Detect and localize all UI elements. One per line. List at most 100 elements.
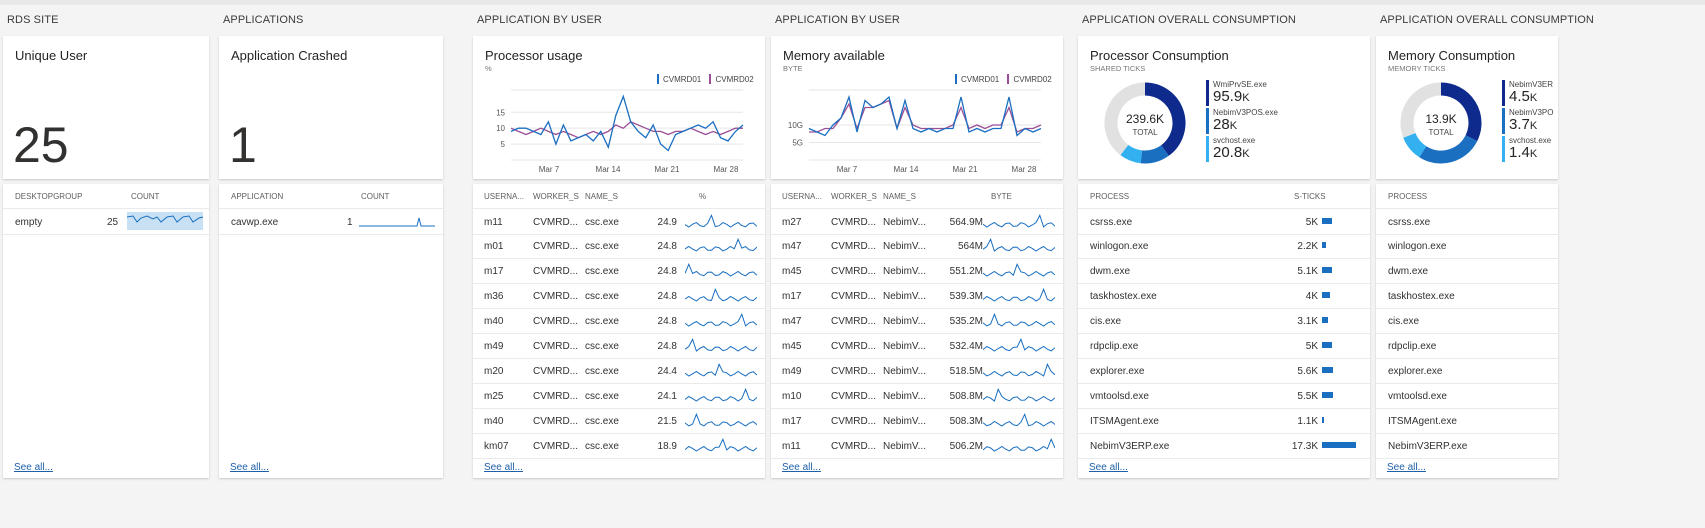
table-row[interactable]: csrss.exe bbox=[1376, 208, 1558, 235]
see-all-link[interactable]: See all... bbox=[782, 462, 821, 473]
column-header: COUNT bbox=[361, 192, 390, 201]
processor-consumption-tile[interactable]: Processor Consumption SHARED TICKS 239.6… bbox=[1078, 36, 1370, 179]
cell-worker: CVMRD... bbox=[533, 266, 578, 277]
cell-username: m36 bbox=[484, 291, 504, 302]
table-row[interactable]: taskhostex.exe bbox=[1376, 283, 1558, 309]
table-row[interactable]: m40 CVMRD... csc.exe 24.8 bbox=[473, 308, 765, 334]
donut-legend-item: NebimV3POS.exe 28K bbox=[1206, 108, 1278, 134]
donut-total-value: 13.9K bbox=[1425, 112, 1457, 126]
table-row[interactable]: explorer.exe bbox=[1376, 358, 1558, 384]
processor-usage-tile[interactable]: Processor usage % CVMRD01 CVMRD02 5 10 15 M… bbox=[473, 36, 765, 179]
unique-user-tile[interactable]: Unique User 25 bbox=[3, 36, 209, 179]
cell-worker: CVMRD... bbox=[533, 441, 578, 452]
cell-username: m17 bbox=[484, 266, 504, 277]
series-line-cvmrd01 bbox=[808, 94, 1042, 137]
table-row[interactable]: m10 CVMRD... NebimV... 508.8M bbox=[771, 383, 1063, 409]
table-row[interactable]: dwm.exe bbox=[1376, 258, 1558, 284]
tile-title: Processor Consumption bbox=[1090, 48, 1229, 63]
table-row[interactable]: ITSMAgent.exe 1.1K bbox=[1078, 408, 1370, 434]
cell-worker: CVMRD... bbox=[831, 416, 876, 427]
value-bar bbox=[1322, 267, 1333, 273]
y-tick-label: 5 bbox=[501, 140, 506, 149]
see-all-link[interactable]: See all... bbox=[1387, 462, 1426, 473]
table-row[interactable]: m11 CVMRD... csc.exe 24.9 bbox=[473, 208, 765, 235]
table-row[interactable]: cis.exe 3.1K bbox=[1078, 308, 1370, 334]
table-row[interactable]: csrss.exe 5K bbox=[1078, 208, 1370, 235]
table-row[interactable]: ITSMAgent.exe bbox=[1376, 408, 1558, 434]
table-row[interactable]: m27 CVMRD... NebimV... 564.9M bbox=[771, 208, 1063, 235]
table-row[interactable]: rdpclip.exe bbox=[1376, 333, 1558, 359]
table-row[interactable]: NebimV3ERP.exe bbox=[1376, 433, 1558, 459]
column-header: S-TICKS bbox=[1294, 192, 1326, 201]
cell-name: csc.exe bbox=[585, 291, 619, 302]
sparkline bbox=[983, 438, 1055, 452]
table-row[interactable]: m47 CVMRD... NebimV... 535.2M bbox=[771, 308, 1063, 334]
memory-consumption-tile[interactable]: Memory Consumption MEMORY TICKS 13.9K TO… bbox=[1376, 36, 1558, 179]
cell-name: NebimV... bbox=[883, 441, 926, 452]
table-row[interactable]: m17 CVMRD... csc.exe 24.8 bbox=[473, 258, 765, 284]
sparkline bbox=[983, 263, 1055, 277]
sparkline bbox=[359, 217, 435, 227]
sparkline bbox=[983, 412, 1055, 427]
cell-value: 24.8 bbox=[657, 241, 677, 252]
column-header: PROCESS bbox=[1090, 192, 1130, 201]
table-row[interactable]: winlogon.exe 2.2K bbox=[1078, 233, 1370, 259]
sparkline bbox=[983, 312, 1055, 327]
cell-worker: CVMRD... bbox=[831, 441, 876, 452]
y-tick-label: 10 bbox=[496, 124, 505, 133]
see-all-link[interactable]: See all... bbox=[1089, 462, 1128, 473]
table-row[interactable]: m40 CVMRD... csc.exe 21.5 bbox=[473, 408, 765, 434]
cell-username: m11 bbox=[782, 441, 801, 452]
table-row[interactable]: NebimV3ERP.exe 17.3K bbox=[1078, 433, 1370, 459]
cell-process: explorer.exe bbox=[1388, 366, 1443, 377]
x-tick-label: Mar 28 bbox=[1012, 165, 1037, 174]
table-row[interactable]: m25 CVMRD... csc.exe 24.1 bbox=[473, 383, 765, 409]
table-row[interactable]: vmtoolsd.exe 5.5K bbox=[1078, 383, 1370, 409]
cell-value: 539.3M bbox=[949, 291, 983, 302]
legend-item-cvmrd01: CVMRD01 bbox=[955, 74, 999, 84]
table-row[interactable]: m45 CVMRD... NebimV... 551.2M bbox=[771, 258, 1063, 284]
value-bar bbox=[1322, 317, 1329, 323]
cell-process: vmtoolsd.exe bbox=[1090, 391, 1149, 402]
table-row[interactable]: m47 CVMRD... NebimV... 564M bbox=[771, 233, 1063, 259]
memory-available-tile[interactable]: Memory available BYTE CVMRD01 CVMRD02 5G… bbox=[771, 36, 1063, 179]
table-row[interactable]: m11 CVMRD... NebimV... 506.2M bbox=[771, 433, 1063, 459]
top-strip bbox=[0, 0, 1705, 5]
donut-legend: WmiPrvSE.exe 95.9K NebimV3POS.exe 28K sv… bbox=[1206, 80, 1278, 164]
legend-item-cvmrd02: CVMRD02 bbox=[709, 74, 754, 84]
table-row[interactable]: m49 CVMRD... csc.exe 24.8 bbox=[473, 333, 765, 359]
see-all-link[interactable]: See all... bbox=[484, 462, 523, 473]
table-row[interactable]: m45 CVMRD... NebimV... 532.4M bbox=[771, 333, 1063, 359]
x-tick-label: Mar 21 bbox=[953, 165, 978, 174]
see-all-link[interactable]: See all... bbox=[230, 462, 269, 473]
table-row[interactable]: m20 CVMRD... csc.exe 24.4 bbox=[473, 358, 765, 384]
table-row[interactable]: km07 CVMRD... csc.exe 18.9 bbox=[473, 433, 765, 459]
table-row[interactable]: dwm.exe 5.1K bbox=[1078, 258, 1370, 284]
table-row[interactable]: empty 25 bbox=[3, 208, 209, 235]
app-crashed-tile[interactable]: Application Crashed 1 bbox=[219, 36, 443, 179]
x-tick-label: Mar 7 bbox=[837, 165, 858, 174]
cell-name: csc.exe bbox=[585, 366, 619, 377]
table-row[interactable]: vmtoolsd.exe bbox=[1376, 383, 1558, 409]
table-row[interactable]: m17 CVMRD... NebimV... 539.3M bbox=[771, 283, 1063, 309]
cell-name: csc.exe bbox=[585, 416, 619, 427]
table-row[interactable]: m17 CVMRD... NebimV... 508.3M bbox=[771, 408, 1063, 434]
table-row[interactable]: rdpclip.exe 5K bbox=[1078, 333, 1370, 359]
cell-username: m49 bbox=[484, 341, 504, 352]
table-row[interactable]: explorer.exe 5.6K bbox=[1078, 358, 1370, 384]
cell-name: csc.exe bbox=[585, 266, 619, 277]
see-all-link[interactable]: See all... bbox=[14, 462, 53, 473]
table-row[interactable]: winlogon.exe bbox=[1376, 233, 1558, 259]
table-row[interactable]: taskhostex.exe 4K bbox=[1078, 283, 1370, 309]
table-row[interactable]: cavwp.exe 1 bbox=[219, 208, 443, 235]
cell-value: 535.2M bbox=[949, 316, 983, 327]
cell-username: km07 bbox=[484, 441, 509, 452]
table-row[interactable]: m36 CVMRD... csc.exe 24.8 bbox=[473, 283, 765, 309]
table-row[interactable]: m01 CVMRD... csc.exe 24.8 bbox=[473, 233, 765, 259]
sparkline bbox=[685, 313, 757, 327]
cell-process: rdpclip.exe bbox=[1388, 341, 1437, 352]
table-row[interactable]: cis.exe bbox=[1376, 308, 1558, 334]
table-row[interactable]: m49 CVMRD... NebimV... 518.5M bbox=[771, 358, 1063, 384]
processor-donut-chart bbox=[1104, 82, 1186, 164]
y-tick-label: 5G bbox=[792, 139, 803, 148]
